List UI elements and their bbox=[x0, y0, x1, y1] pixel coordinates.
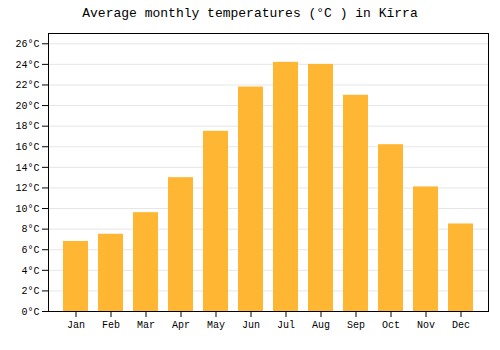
svg-text:Jun: Jun bbox=[242, 320, 260, 331]
svg-text:4°C: 4°C bbox=[21, 266, 39, 277]
svg-text:Aug: Aug bbox=[312, 320, 330, 331]
svg-text:Jan: Jan bbox=[67, 320, 85, 331]
svg-text:6°C: 6°C bbox=[21, 245, 39, 256]
svg-text:Sep: Sep bbox=[347, 320, 365, 331]
svg-text:22°C: 22°C bbox=[15, 80, 39, 91]
svg-text:0°C: 0°C bbox=[21, 307, 39, 318]
svg-text:12°C: 12°C bbox=[15, 183, 39, 194]
svg-text:Dec: Dec bbox=[452, 320, 470, 331]
svg-text:Oct: Oct bbox=[382, 320, 400, 331]
svg-text:10°C: 10°C bbox=[15, 204, 39, 215]
svg-text:Mar: Mar bbox=[137, 320, 155, 331]
svg-text:May: May bbox=[207, 320, 225, 331]
svg-text:24°C: 24°C bbox=[15, 60, 39, 71]
svg-text:Feb: Feb bbox=[102, 320, 120, 331]
html-text:Average monthly temperatures (: Average monthly temperatures (°C ) in Kĭ… bbox=[82, 6, 418, 21]
svg-text:Jul: Jul bbox=[277, 320, 295, 331]
svg-text:18°C: 18°C bbox=[15, 121, 39, 132]
svg-text:2°C: 2°C bbox=[21, 286, 39, 297]
svg-text:14°C: 14°C bbox=[15, 163, 39, 174]
svg-text:20°C: 20°C bbox=[15, 101, 39, 112]
svg-text:Apr: Apr bbox=[172, 320, 190, 331]
svg-text:8°C: 8°C bbox=[21, 224, 39, 235]
svg-text:16°C: 16°C bbox=[15, 142, 39, 153]
svg-text:Nov: Nov bbox=[417, 320, 435, 331]
svg-text:26°C: 26°C bbox=[15, 39, 39, 50]
